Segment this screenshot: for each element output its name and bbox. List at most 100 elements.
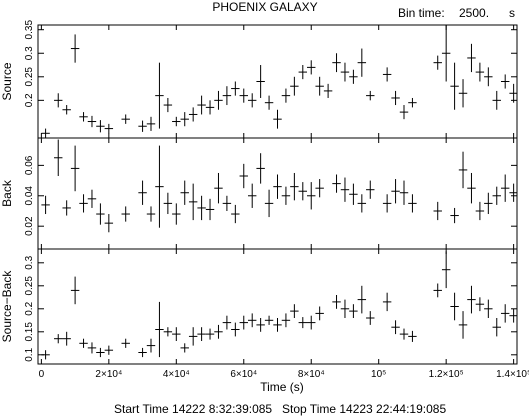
y-tick-label: 0.2 (24, 301, 35, 315)
data-point (70, 276, 80, 305)
data-point (500, 304, 510, 323)
data-point (163, 327, 173, 337)
data-point (155, 145, 164, 228)
data-point (180, 112, 189, 127)
data-point (247, 313, 257, 328)
data-point (231, 81, 240, 96)
data-point (264, 315, 274, 325)
data-point (509, 183, 517, 202)
y-tick-label: 0.3 (24, 255, 35, 269)
data-point (172, 327, 181, 341)
data-point (433, 283, 442, 298)
data-point (492, 186, 501, 205)
chart-title: PHOENIX GALAXY (212, 0, 317, 14)
data-point (450, 62, 459, 110)
start-time-text: Start Time 14222 8:32:39:085 (114, 402, 272, 416)
data-point (315, 306, 324, 321)
data-point (239, 88, 248, 103)
data-point (41, 128, 50, 138)
data-point (332, 53, 341, 73)
data-point (96, 120, 105, 133)
data-point (205, 100, 215, 115)
data-point (475, 297, 485, 312)
data-point (273, 109, 282, 129)
data-point (492, 90, 501, 110)
data-point (41, 195, 50, 215)
data-point (222, 86, 232, 106)
data-point (307, 182, 316, 210)
data-point (214, 324, 223, 339)
data-point (475, 201, 485, 221)
data-point (62, 331, 71, 346)
data-point (70, 145, 80, 192)
data-point (155, 62, 164, 129)
data-point (290, 304, 299, 318)
data-point (231, 322, 240, 337)
data-point (484, 67, 493, 87)
data-point (146, 116, 156, 131)
data-point (247, 183, 257, 208)
x-tick-label: 1.2×10⁵ (429, 369, 464, 380)
data-point (298, 317, 308, 329)
data-point (349, 69, 358, 84)
data-point (104, 123, 114, 134)
data-point (264, 95, 274, 110)
data-point (281, 313, 291, 328)
bin-time-label: Bin time: (398, 6, 445, 20)
data-point (96, 203, 105, 225)
data-point (391, 320, 400, 335)
data-point (214, 90, 223, 110)
data-point (441, 251, 451, 289)
data-point (509, 308, 517, 323)
data-point (197, 95, 206, 115)
data-point (180, 343, 189, 353)
x-axis-label: Time (s) (260, 380, 304, 394)
data-point (281, 88, 291, 103)
x-tick-label: 10⁵ (371, 369, 386, 380)
data-point (205, 328, 215, 340)
data-point (399, 180, 409, 205)
data-point (399, 328, 409, 340)
data-point (121, 114, 130, 124)
x-tick-label: 8×10⁴ (298, 369, 325, 380)
y-axis-label: Source (0, 62, 14, 100)
data-point (399, 105, 409, 120)
data-point (87, 189, 97, 208)
data-point (172, 116, 181, 127)
data-point (62, 200, 71, 216)
data-point (138, 120, 147, 132)
data-point (205, 198, 215, 221)
data-point (239, 315, 248, 330)
x-tick-label: 2×10⁴ (95, 369, 122, 380)
y-tick-label: 0.06 (24, 155, 35, 175)
data-point (349, 183, 358, 205)
data-point (357, 48, 367, 77)
data-point (79, 194, 88, 213)
y-axis-label: Back (0, 179, 14, 207)
data-point (70, 34, 80, 63)
data-point (500, 174, 510, 202)
data-point (332, 174, 341, 193)
data-point (366, 180, 375, 199)
data-point (96, 347, 105, 358)
data-point (315, 179, 324, 198)
data-point (509, 83, 517, 103)
bin-time-value: 2500. (459, 6, 489, 20)
data-point (357, 285, 367, 314)
data-point (146, 338, 156, 353)
data-point (323, 83, 333, 98)
y-axis-label: Source−Back (0, 270, 14, 343)
data-point (484, 299, 493, 318)
data-point (54, 139, 63, 177)
data-point (492, 318, 501, 337)
data-point (340, 62, 350, 82)
data-point (214, 172, 223, 204)
data-point (231, 204, 240, 224)
data-point (340, 299, 350, 318)
data-point (87, 342, 97, 354)
x-axis: 0 2×10⁴ 4×10⁴ 6×10⁴ 8×10⁴ 10⁵ 1.2×10⁵ 1.4×10⁵ (39, 369, 529, 380)
data-point (256, 153, 265, 184)
data-point (146, 206, 156, 222)
x-tick-label: 1.4×10⁵ (496, 369, 529, 380)
y-tick-label: 0.25 (24, 276, 35, 296)
